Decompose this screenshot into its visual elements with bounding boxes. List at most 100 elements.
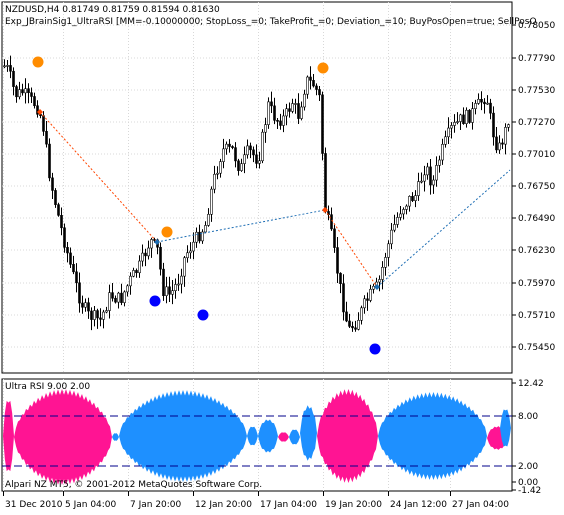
indicator-tick-label: 2.00: [518, 462, 538, 472]
candle-body: [270, 101, 273, 107]
candle-body: [486, 102, 489, 105]
signal-markers: [32, 56, 381, 355]
price-panel[interactable]: [1, 1, 513, 374]
trade-arrow-icon: [322, 207, 328, 213]
price-tick-label: 0.76750: [518, 182, 555, 192]
candle-body: [132, 270, 135, 277]
candle-body: [3, 65, 6, 68]
candle-body: [393, 224, 396, 231]
sell-trade-line: [324, 209, 378, 288]
candle-body: [252, 149, 255, 156]
expert-info: Exp_JBrainSig1_UltraRSI [MM=-0.10000000;…: [5, 17, 537, 27]
candle-body: [168, 286, 171, 295]
candle-body: [72, 264, 75, 273]
candle-body: [234, 147, 237, 162]
candle-body: [351, 326, 354, 329]
trade-arrow-icon: [154, 239, 160, 245]
candle-body: [285, 108, 288, 117]
price-tick-label: 0.77790: [518, 54, 555, 64]
candle-body: [249, 145, 252, 151]
candle-body: [384, 257, 387, 268]
candle-body: [282, 115, 285, 126]
candle-body: [111, 292, 114, 299]
candle-body: [195, 231, 198, 243]
candle-body: [225, 143, 228, 150]
time-tick-label: 17 Jan 04:00: [260, 500, 317, 510]
candle-body: [324, 153, 327, 212]
price-tick-label: 0.77010: [518, 150, 555, 160]
candle-body: [348, 320, 351, 327]
indicator-tick-label: 0.00: [518, 478, 538, 488]
candle-body: [21, 89, 24, 94]
candle-body: [321, 94, 324, 154]
candle-body: [177, 283, 180, 286]
candle-body: [312, 80, 315, 87]
bull-area: [378, 392, 487, 480]
sell-signal-dot: [317, 62, 329, 74]
indicator-axis: 12.42 8.00 2.00 0.00-1.42: [512, 379, 544, 496]
candle-body: [489, 102, 492, 114]
candle-body: [507, 124, 510, 128]
candle-body: [318, 89, 321, 96]
candle-body: [432, 179, 435, 186]
candle-body: [42, 115, 45, 132]
candle-body: [402, 209, 405, 215]
candle-body: [216, 172, 219, 175]
candle-body: [126, 285, 129, 293]
price-tick-label: 0.77530: [518, 86, 555, 96]
candle-body: [24, 88, 27, 94]
candle-body: [258, 160, 261, 164]
candle-body: [78, 282, 81, 304]
candle-body: [135, 270, 138, 274]
candle-body: [66, 247, 69, 254]
candle-body: [144, 252, 147, 257]
candle-body: [315, 85, 318, 90]
candle-body: [186, 252, 189, 259]
candle-body: [294, 103, 297, 105]
bull-area: [289, 429, 300, 445]
candle-body: [189, 250, 192, 254]
time-tick-label: 5 Jan 04:00: [65, 500, 117, 510]
time-tick-label: 24 Jan 12:00: [390, 500, 447, 510]
price-grid: [2, 2, 512, 373]
candle-body: [165, 286, 168, 296]
candle-body: [339, 272, 342, 284]
candle-body: [381, 266, 384, 280]
indicator-tick-label: 12.42: [518, 379, 544, 389]
candle-body: [174, 284, 177, 291]
sell-trade-line: [39, 111, 158, 243]
candle-body: [447, 127, 450, 138]
candle-body: [33, 96, 36, 107]
candle-body: [480, 98, 483, 103]
candle-body: [273, 105, 276, 121]
candle-body: [60, 215, 63, 229]
bull-area: [258, 419, 278, 453]
candle-body: [150, 239, 153, 249]
candle-body: [267, 101, 270, 125]
candle-body: [498, 142, 501, 151]
buy-signal-dot: [369, 343, 381, 355]
candle-body: [456, 121, 459, 123]
candle-body: [399, 213, 402, 218]
candle-body: [309, 76, 312, 81]
candle-body: [411, 196, 414, 201]
candle-body: [465, 109, 468, 124]
candle-body: [360, 307, 363, 321]
candle-body: [210, 188, 213, 215]
candle-body: [30, 92, 33, 97]
candle-body: [396, 217, 399, 225]
candle-body: [192, 241, 195, 252]
price-tick-label: 0.75710: [518, 311, 555, 321]
candle-body: [6, 65, 9, 67]
candle-body: [84, 302, 87, 308]
candle-body: [93, 310, 96, 320]
candle-body: [15, 86, 18, 98]
candle-body: [330, 214, 333, 230]
bull-area: [112, 433, 119, 441]
bull-area: [119, 390, 247, 482]
candle-body: [378, 279, 381, 283]
price-tick-label: 0.75970: [518, 279, 555, 289]
candle-body: [261, 131, 264, 162]
candle-body: [459, 114, 462, 122]
